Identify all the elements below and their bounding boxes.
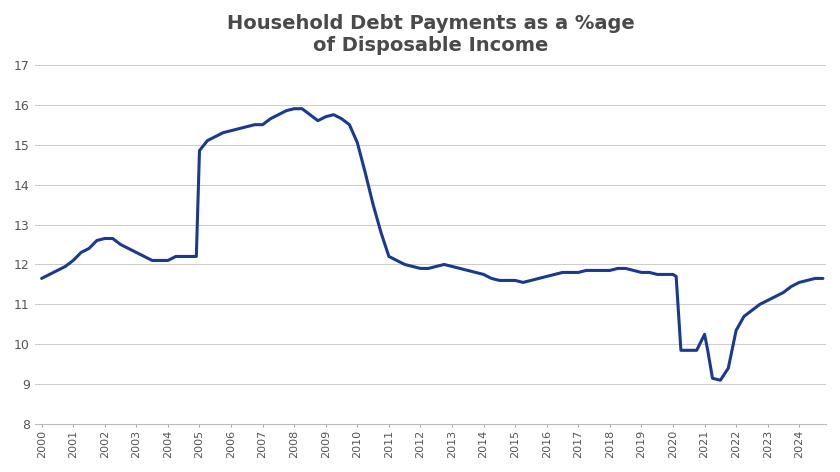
Title: Household Debt Payments as a %age
of Disposable Income: Household Debt Payments as a %age of Dis… [227,14,634,55]
